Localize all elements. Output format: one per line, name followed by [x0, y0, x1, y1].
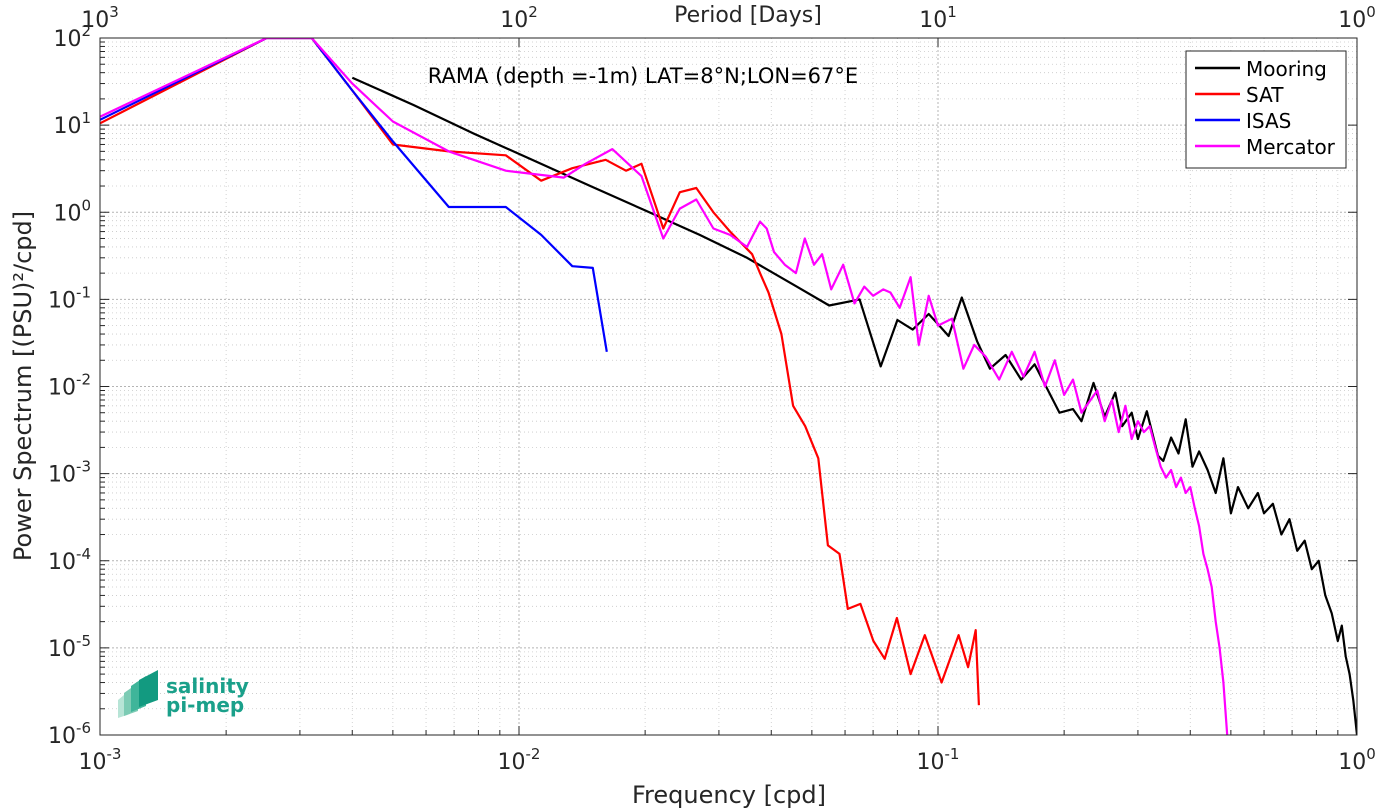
series-line-isas: [100, 38, 608, 352]
y-axis-label: Power Spectrum [(PSU)²/cpd]: [9, 211, 37, 561]
salinity-pi-mep-logo: salinity pi-mep: [118, 670, 249, 718]
top-tick-label: 100: [1338, 3, 1376, 33]
logo-text-salinity: salinity: [166, 674, 249, 698]
top-tick-label: 101: [919, 3, 957, 33]
legend-box: [1185, 50, 1347, 169]
y-tick-label: 100: [53, 196, 91, 226]
y-tick-label: 102: [53, 22, 91, 52]
tick-marks: [99, 37, 1358, 736]
series-line-mercator: [100, 38, 1229, 735]
logo-text-pimep: pi-mep: [166, 693, 244, 717]
y-tick-label: 10-1: [48, 283, 91, 313]
top-tick-label: 103: [81, 3, 119, 33]
legend-label-isas: ISAS: [1246, 109, 1291, 133]
series-line-mooring: [351, 76, 1357, 735]
y-tick-label: 10-2: [48, 371, 91, 401]
legend-label-sat: SAT: [1246, 83, 1284, 107]
y-tick-label: 10-5: [48, 632, 91, 662]
y-tick-label: 10-4: [48, 545, 91, 575]
legend-label-mercator: Mercator: [1246, 135, 1336, 159]
top-tick-label: 102: [500, 3, 538, 33]
x-axis-label: Frequency [cpd]: [632, 781, 826, 809]
legend-label-mooring: Mooring: [1246, 57, 1327, 81]
y-tick-label: 10-6: [48, 719, 91, 749]
chart-title: RAMA (depth =-1m) LAT=8°N;LON=67°E: [428, 64, 858, 88]
minor-grid: [100, 38, 1357, 735]
logo-layer-1: [139, 670, 158, 707]
y-tick-label: 101: [53, 109, 91, 139]
x-tick-label: 100: [1338, 745, 1376, 775]
series-line-sat: [100, 38, 980, 706]
series-layer: [100, 38, 1357, 735]
x-tick-label: 10-1: [917, 745, 960, 775]
y-tick-label: 10-3: [48, 458, 91, 488]
x-tick-label: 10-3: [79, 745, 122, 775]
x-tick-label: 10-2: [498, 745, 541, 775]
top-axis-label: Period [Days]: [674, 3, 822, 28]
